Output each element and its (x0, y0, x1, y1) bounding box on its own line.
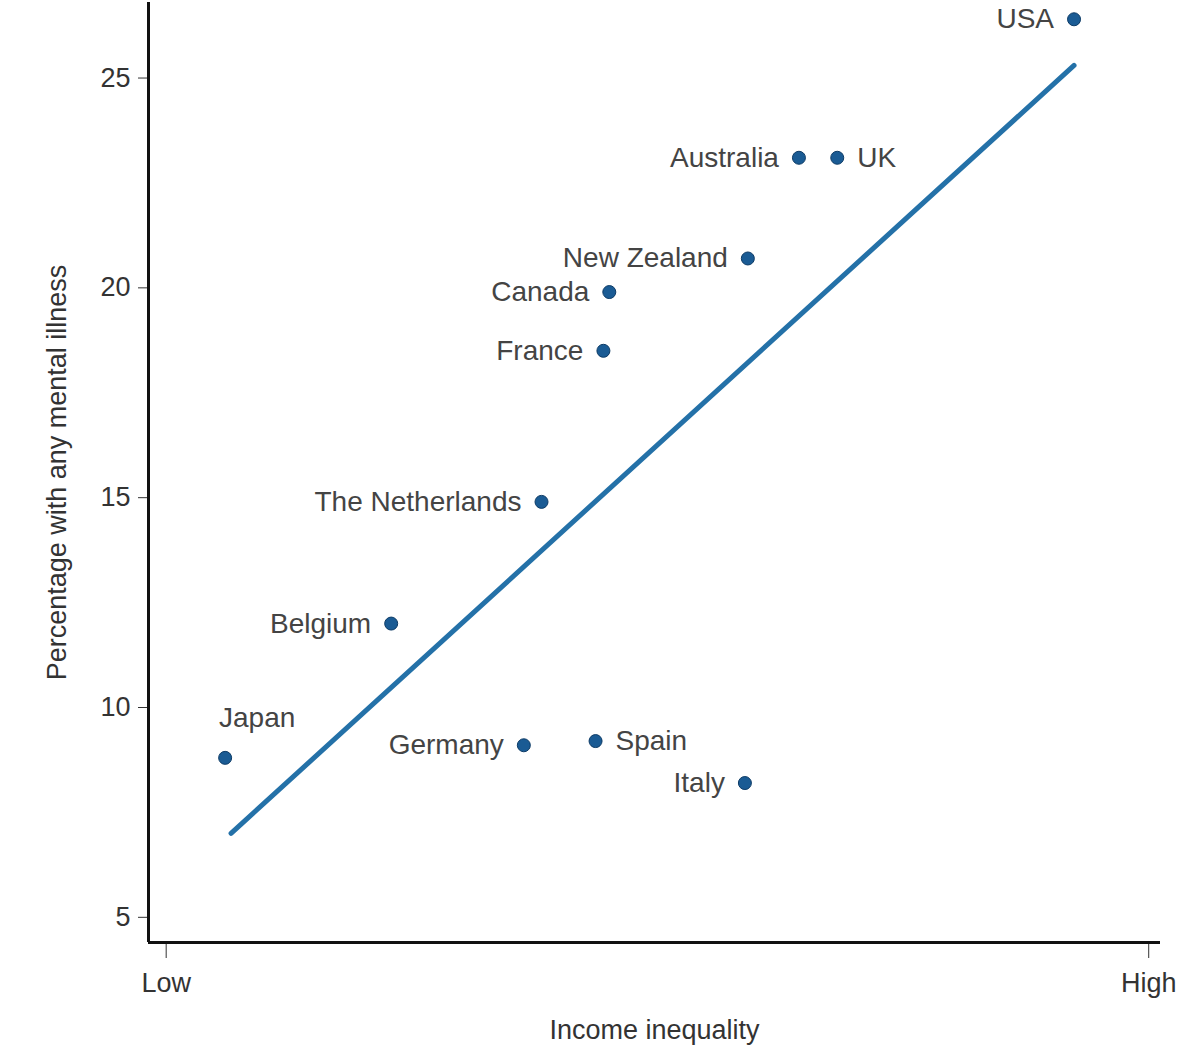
svg-text:Germany: Germany (389, 729, 504, 760)
svg-text:20: 20 (100, 272, 130, 302)
svg-text:15: 15 (100, 482, 130, 512)
svg-text:UK: UK (857, 142, 896, 173)
svg-text:5: 5 (115, 902, 130, 932)
svg-text:10: 10 (100, 692, 130, 722)
svg-text:25: 25 (100, 63, 130, 93)
svg-text:Low: Low (141, 968, 191, 998)
svg-text:Japan: Japan (219, 702, 295, 733)
svg-text:Percentage with any mental ill: Percentage with any mental illness (42, 265, 72, 681)
svg-text:Belgium: Belgium (270, 608, 371, 639)
svg-text:France: France (496, 335, 583, 366)
svg-text:Income inequality: Income inequality (549, 1015, 760, 1045)
svg-text:Spain: Spain (616, 725, 688, 756)
svg-text:USA: USA (996, 3, 1054, 34)
svg-text:Canada: Canada (491, 276, 590, 307)
svg-text:New Zealand: New Zealand (563, 242, 728, 273)
svg-text:The Netherlands: The Netherlands (314, 486, 521, 517)
svg-text:Australia: Australia (670, 142, 779, 173)
svg-text:Italy: Italy (674, 767, 725, 798)
svg-text:High: High (1121, 968, 1177, 998)
